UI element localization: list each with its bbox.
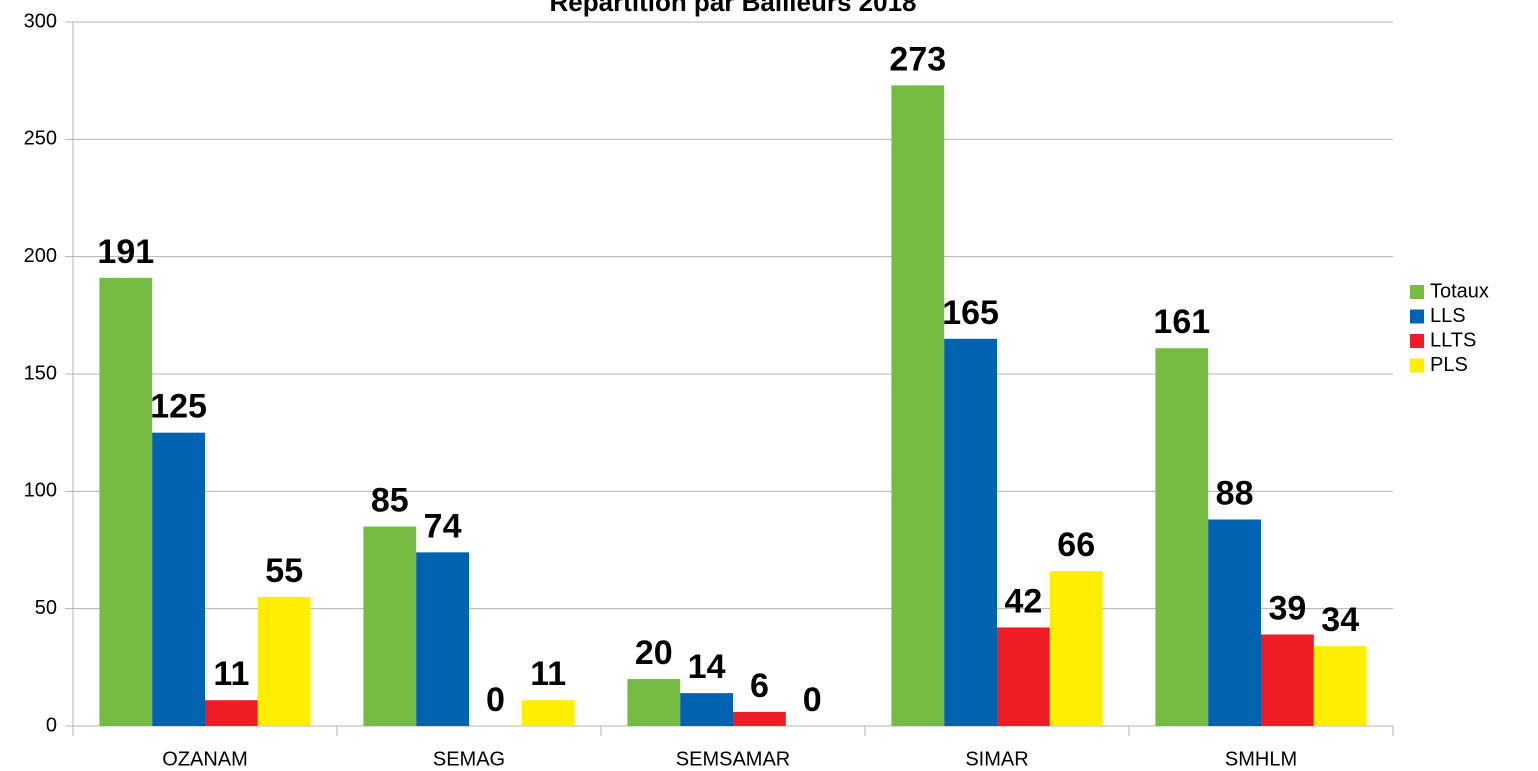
x-tick-label: SEMAG (433, 748, 505, 770)
chart-title: Répartition par Bailleurs 2018 (549, 0, 916, 17)
x-tick-label: OZANAM (162, 748, 248, 770)
bar (1155, 348, 1209, 726)
value-label: 55 (265, 552, 303, 590)
y-tick-label: 250 (24, 128, 57, 150)
bar (733, 711, 786, 726)
bar (997, 627, 1050, 726)
value-label: 85 (371, 482, 409, 520)
legend-swatch (1410, 334, 1424, 348)
bar (521, 700, 575, 726)
bar (1049, 571, 1103, 726)
bar (152, 432, 205, 726)
value-label: 165 (942, 294, 999, 332)
value-label: 273 (889, 40, 946, 78)
bar (416, 552, 469, 726)
value-label: 11 (213, 655, 249, 693)
bar (944, 338, 997, 726)
value-label: 66 (1057, 526, 1095, 564)
legend-label: Totaux (1430, 280, 1489, 302)
y-tick-label: 50 (35, 597, 57, 619)
value-label: 42 (1004, 582, 1042, 620)
y-tick-label: 0 (46, 714, 57, 736)
x-tick-label: SEMSAMAR (676, 748, 790, 770)
legend-swatch (1410, 309, 1424, 324)
bar (363, 526, 417, 726)
value-label: 11 (530, 655, 566, 693)
legend-label: LLS (1430, 305, 1466, 327)
y-tick-label: 150 (24, 362, 57, 384)
bar (891, 85, 945, 727)
value-label: 0 (803, 681, 822, 719)
bar (257, 596, 311, 726)
bar (1208, 519, 1261, 726)
value-label: 191 (97, 233, 154, 271)
legend-label: PLS (1430, 354, 1468, 376)
value-label: 74 (424, 507, 462, 545)
bar (1313, 646, 1367, 726)
bar (205, 700, 258, 726)
value-label: 20 (635, 634, 673, 672)
value-label: 14 (688, 648, 726, 686)
value-label: 6 (750, 667, 769, 705)
value-label: 0 (486, 681, 505, 719)
bar (99, 277, 153, 726)
value-label: 88 (1216, 474, 1254, 512)
x-tick-label: SIMAR (965, 748, 1028, 770)
value-label: 125 (150, 388, 207, 426)
x-tick-label: SMHLM (1225, 748, 1297, 770)
y-tick-label: 300 (24, 10, 57, 32)
y-tick-label: 100 (24, 480, 57, 502)
value-label: 34 (1321, 601, 1359, 639)
legend-label: LLTS (1430, 329, 1476, 351)
value-label: 39 (1268, 589, 1306, 627)
bar (1261, 634, 1314, 726)
bar (680, 693, 733, 726)
legend-swatch (1410, 285, 1424, 299)
legend-swatch (1410, 358, 1424, 373)
bar (627, 679, 681, 726)
value-label: 161 (1153, 303, 1210, 341)
y-tick-label: 200 (24, 245, 57, 267)
